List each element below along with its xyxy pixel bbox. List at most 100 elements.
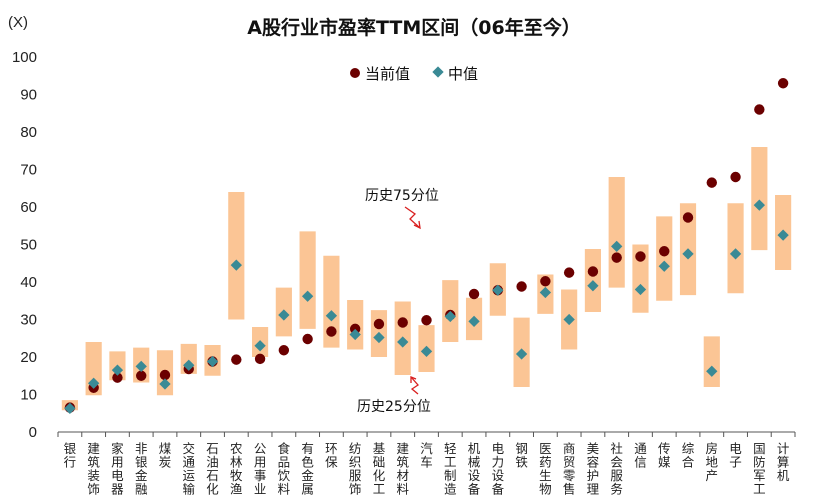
category-label-1: 建筑装饰 xyxy=(87,441,100,497)
category-label-25: 传媒 xyxy=(658,441,671,470)
median-diamond-17 xyxy=(468,315,480,328)
annotation-p25: 历史25分位 xyxy=(357,399,431,415)
median-diamond-20 xyxy=(539,286,552,299)
current-dot-21 xyxy=(563,267,575,278)
category-label-30: 计算机 xyxy=(777,441,790,483)
current-dot-13 xyxy=(373,318,385,330)
median-diamond-10 xyxy=(301,290,314,302)
median-diamond-6 xyxy=(206,355,219,368)
median-diamond-22 xyxy=(587,280,599,292)
category-label-7: 农林牧渔 xyxy=(230,441,243,497)
category-label-22: 美容护理 xyxy=(587,441,600,497)
y-unit-label: (X) xyxy=(8,14,28,31)
category-label-10: 有色金属 xyxy=(301,441,314,497)
y-tick-label-0: 0 xyxy=(29,424,37,441)
legend-median-label: 中值 xyxy=(448,65,478,83)
median-diamond-4 xyxy=(159,378,171,390)
y-tick-label-7: 70 xyxy=(20,162,37,179)
current-dot-7 xyxy=(231,354,242,365)
median-diamond-24 xyxy=(634,283,647,296)
y-tick-label-5: 50 xyxy=(20,237,37,254)
plot-area: 0 10 20 30 40 50 60 70 80 90 100 银行建筑装饰家用电器非银金融煤炭交通… xyxy=(12,49,796,497)
median-diamond-21 xyxy=(563,313,575,326)
median-diamond-23 xyxy=(611,240,623,253)
current-dot-2 xyxy=(112,372,123,383)
legend-current-label: 当前值 xyxy=(365,65,410,83)
range-bar-29 xyxy=(751,147,768,251)
legend-median-marker xyxy=(432,66,444,78)
median-diamond-3 xyxy=(135,360,147,373)
category-label-14: 建筑材料 xyxy=(396,441,409,497)
median-diamond-30 xyxy=(777,229,789,241)
current-dot-8 xyxy=(254,353,266,365)
category-label-4: 煤炭 xyxy=(159,441,172,470)
range-bar-27 xyxy=(703,336,720,387)
median-diamond-15 xyxy=(420,345,433,358)
category-label-11: 环保 xyxy=(325,441,338,470)
annotation-p75-arrowhead xyxy=(413,220,421,230)
category-label-29: 国防军工 xyxy=(753,441,766,497)
current-dot-22 xyxy=(587,266,599,277)
median-diamond-19 xyxy=(515,348,528,360)
range-bar-24 xyxy=(632,244,649,313)
median-diamond-8 xyxy=(254,340,266,352)
category-label-24: 通信 xyxy=(634,441,647,470)
current-dot-28 xyxy=(730,171,741,183)
current-dot-25 xyxy=(659,246,670,257)
median-diamond-29 xyxy=(753,199,765,211)
y-tick-label-4: 40 xyxy=(20,274,37,291)
median-diamond-9 xyxy=(278,309,290,321)
legend-current-marker xyxy=(350,68,360,78)
median-diamond-16 xyxy=(444,310,456,323)
chart-title: A股行业市盈率TTM区间（06年至今） xyxy=(247,16,580,39)
category-label-28: 电子 xyxy=(729,441,742,470)
current-dot-29 xyxy=(754,104,765,115)
median-diamond-13 xyxy=(373,331,385,344)
category-label-5: 交通运输 xyxy=(183,441,196,497)
annotation-p75-arrow xyxy=(404,206,421,229)
annotation-p25-arrow xyxy=(410,376,419,395)
current-dot-11 xyxy=(326,326,337,337)
category-label-15: 汽车 xyxy=(420,441,433,470)
category-label-21: 商贸零售 xyxy=(563,441,576,497)
category-label-13: 基础化工 xyxy=(373,441,386,497)
category-label-2: 家用电器 xyxy=(111,441,124,497)
median-diamond-26 xyxy=(682,248,694,260)
current-dot-23 xyxy=(611,252,622,263)
category-label-17: 机械设备 xyxy=(468,441,481,497)
category-label-23: 社会服务 xyxy=(610,441,623,497)
legend: 当前值 中值 xyxy=(350,65,478,83)
y-tick-label-10: 100 xyxy=(12,49,37,66)
current-dot-15 xyxy=(421,315,432,326)
annotation-p75: 历史75分位 xyxy=(365,188,439,204)
current-dot-14 xyxy=(397,317,408,328)
current-dot-24 xyxy=(635,251,646,262)
median-diamond-27 xyxy=(706,365,718,377)
y-tick-label-8: 80 xyxy=(20,124,37,141)
category-label-16: 轻工制造 xyxy=(444,441,457,497)
current-dot-17 xyxy=(468,288,480,300)
y-tick-label-9: 90 xyxy=(20,87,37,104)
category-label-8: 公用事业 xyxy=(254,441,267,497)
category-label-3: 非银金融 xyxy=(135,441,148,497)
current-dot-19 xyxy=(516,281,527,292)
category-label-26: 综合 xyxy=(682,441,695,470)
median-diamond-28 xyxy=(729,248,742,260)
range-bar-10 xyxy=(299,231,316,329)
range-bar-25 xyxy=(656,216,673,301)
current-dot-10 xyxy=(302,333,313,345)
category-label-19: 钢铁 xyxy=(515,441,528,470)
current-dot-20 xyxy=(540,276,551,287)
y-tick-label-3: 30 xyxy=(20,312,37,329)
current-dot-26 xyxy=(682,212,694,223)
current-dot-27 xyxy=(706,177,717,188)
category-label-20: 医药生物 xyxy=(539,441,552,497)
category-label-6: 石油石化 xyxy=(206,441,219,497)
y-tick-label-1: 10 xyxy=(20,387,37,404)
range-bar-23 xyxy=(608,177,625,288)
current-dot-9 xyxy=(278,345,290,356)
y-tick-label-6: 60 xyxy=(20,199,37,216)
annotations: 历史75分位 历史25分位 xyxy=(357,188,439,415)
median-diamond-5 xyxy=(183,359,195,371)
